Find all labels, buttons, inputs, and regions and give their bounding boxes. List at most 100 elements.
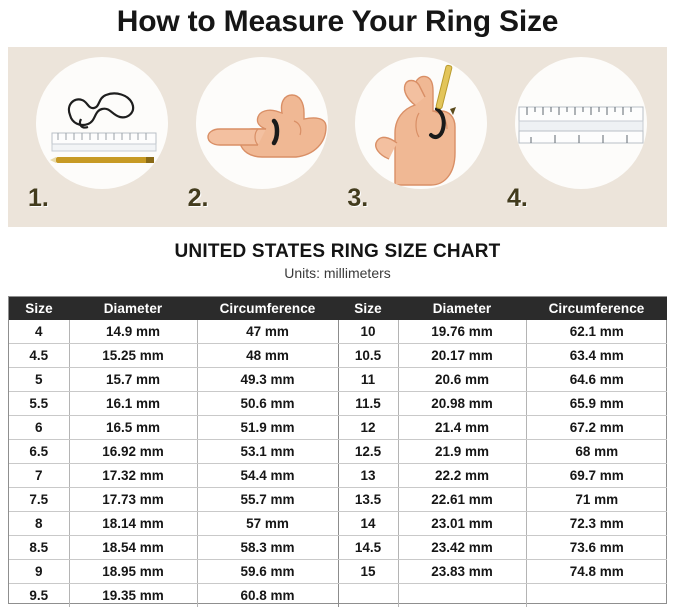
table-cell: 8	[9, 511, 70, 536]
table-cell: 71 mm	[526, 487, 667, 512]
table-cell: 9	[9, 559, 70, 584]
table-cell: 19.35 mm	[69, 583, 198, 607]
table-cell: 63.4 mm	[526, 343, 667, 368]
table-cell: 15	[338, 559, 399, 584]
table-cell: 4.5	[9, 343, 70, 368]
table-cell: 22.2 mm	[398, 463, 527, 488]
table-cell: 53.1 mm	[197, 439, 339, 464]
step-1: 1.	[22, 55, 174, 225]
table-cell: 5.5	[9, 391, 70, 416]
table-cell: 67.2 mm	[526, 415, 667, 440]
table-cell: 8.5	[9, 535, 70, 560]
table-row: 6 16.5 mm 51.9 mm 12 21.4 mm 67.2 mm	[9, 415, 667, 440]
table-body: 4 14.9 mm 47 mm 10 19.76 mm 62.1 mm 4.5 15.25 m…	[9, 320, 667, 607]
table-cell: 68 mm	[526, 439, 667, 464]
table-cell: 5	[9, 367, 70, 392]
table-row: 8.5 18.54 mm 58.3 mm 14.5 23.42 mm 73.6 mm	[9, 535, 667, 560]
table-cell: 11.5	[338, 391, 399, 416]
table-cell: 7	[9, 463, 70, 488]
ring-size-table-wrapper: Size Diameter Circumference Size Diamete…	[8, 296, 667, 607]
table-cell: 14.9 mm	[69, 320, 198, 344]
table-cell: 9.5	[9, 583, 70, 607]
table-cell: 51.9 mm	[197, 415, 339, 440]
column-header-size-left: Size	[9, 297, 69, 320]
step-4-number: 4.	[506, 184, 528, 212]
table-cell: 20.98 mm	[398, 391, 527, 416]
table-cell: 12	[338, 415, 399, 440]
table-cell: 18.54 mm	[69, 535, 198, 560]
column-header-diameter-right: Diameter	[398, 297, 526, 320]
table-cell: 6	[9, 415, 70, 440]
table-cell: 18.95 mm	[69, 559, 198, 584]
table-cell: 47 mm	[197, 320, 339, 344]
table-cell: 4	[9, 320, 70, 344]
table-cell: 59.6 mm	[197, 559, 339, 584]
table-cell: 16.5 mm	[69, 415, 198, 440]
table-cell: 64.6 mm	[526, 367, 667, 392]
column-header-circumference-right: Circumference	[526, 297, 667, 320]
table-cell: 73.6 mm	[526, 535, 667, 560]
table-cell: 65.9 mm	[526, 391, 667, 416]
table-cell: 23.01 mm	[398, 511, 527, 536]
table-row: 4 14.9 mm 47 mm 10 19.76 mm 62.1 mm	[9, 320, 667, 344]
table-cell: 23.83 mm	[398, 559, 527, 584]
chart-units-label: Units: millimeters	[284, 265, 391, 281]
table-cell	[526, 584, 667, 608]
table-cell: 58.3 mm	[197, 535, 339, 560]
table-cell: 13	[338, 463, 399, 488]
string-ruler-pencil-icon	[50, 92, 157, 163]
step-3-number: 3.	[347, 184, 369, 212]
page-title: How to Measure Your Ring Size	[116, 5, 559, 38]
table-cell: 17.32 mm	[69, 463, 198, 488]
table-cell: 69.7 mm	[526, 463, 667, 488]
table-cell	[338, 583, 399, 607]
step-4: 4.	[501, 55, 653, 225]
table-cell: 15.7 mm	[69, 367, 198, 392]
table-row: 9.5 19.35 mm 60.8 mm	[9, 583, 667, 608]
ruler-icon	[518, 106, 644, 144]
table-cell: 57 mm	[197, 511, 339, 536]
table-cell: 48 mm	[197, 343, 339, 368]
ring-size-table: Size Diameter Circumference Size Diamete…	[9, 297, 667, 607]
table-cell: 21.9 mm	[398, 439, 527, 464]
column-header-diameter-left: Diameter	[69, 297, 197, 320]
table-row: 6.5 16.92 mm 53.1 mm 12.5 21.9 mm 68 mm	[9, 439, 667, 464]
table-cell: 10	[338, 320, 399, 344]
column-header-size-right: Size	[338, 297, 398, 320]
table-row: 5 15.7 mm 49.3 mm 11 20.6 mm 64.6 mm	[9, 367, 667, 392]
table-row: 7 17.32 mm 54.4 mm 13 22.2 mm 69.7 mm	[9, 463, 667, 488]
table-cell: 62.1 mm	[526, 320, 667, 344]
table-cell: 11	[338, 367, 399, 392]
step-1-circle	[36, 57, 168, 189]
table-cell: 20.6 mm	[398, 367, 527, 392]
step-3: 3.	[341, 55, 493, 225]
table-cell: 13.5	[338, 487, 399, 512]
step-1-number: 1.	[28, 184, 49, 212]
table-cell: 7.5	[9, 487, 70, 512]
table-cell: 55.7 mm	[197, 487, 339, 512]
table-cell: 22.61 mm	[398, 487, 527, 512]
table-cell: 74.8 mm	[526, 559, 667, 584]
table-row: 7.5 17.73 mm 55.7 mm 13.5 22.61 mm 71 mm	[9, 487, 667, 512]
table-cell: 16.92 mm	[69, 439, 198, 464]
table-cell	[398, 583, 527, 607]
table-cell: 14	[338, 511, 399, 536]
table-row: 5.5 16.1 mm 50.6 mm 11.5 20.98 mm 65.9 mm	[9, 391, 667, 416]
step-2-number: 2.	[187, 184, 209, 212]
hand-pointing-ring-icon	[206, 94, 327, 158]
table-cell: 20.17 mm	[398, 343, 527, 368]
column-header-circumference-left: Circumference	[197, 297, 338, 320]
step-2: 2.	[182, 55, 334, 225]
table-cell: 23.42 mm	[398, 535, 527, 560]
step-2-circle	[195, 57, 328, 189]
table-cell: 49.3 mm	[197, 367, 339, 392]
table-cell: 12.5	[338, 439, 399, 464]
table-cell: 14.5	[338, 535, 399, 560]
table-row: 4.5 15.25 mm 48 mm 10.5 20.17 mm 63.4 mm	[9, 343, 667, 368]
table-cell: 54.4 mm	[197, 463, 339, 488]
table-cell: 18.14 mm	[69, 511, 198, 536]
measurement-steps-band: 1. 2.	[8, 47, 667, 227]
table-cell: 21.4 mm	[398, 415, 527, 440]
table-row: 8 18.14 mm 57 mm 14 23.01 mm 72.3 mm	[9, 511, 667, 536]
table-cell: 50.6 mm	[197, 391, 339, 416]
